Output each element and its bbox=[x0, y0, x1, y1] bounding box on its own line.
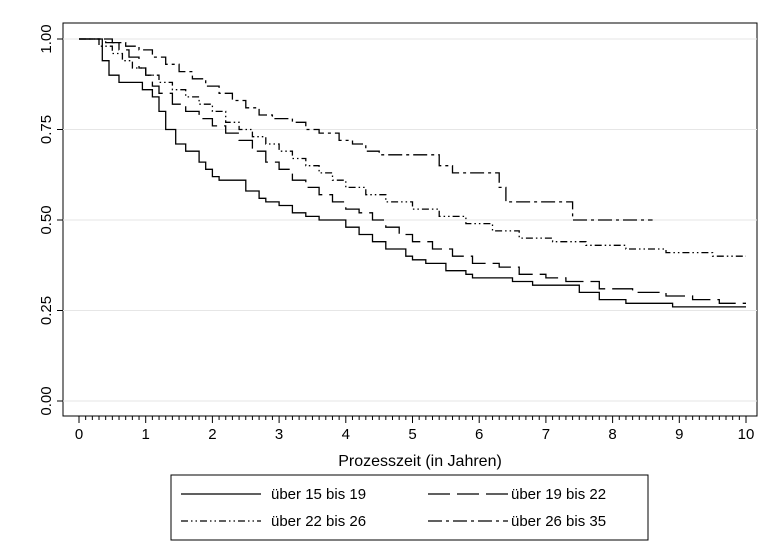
legend-label-1: über 15 bis 19 bbox=[271, 486, 366, 503]
x-tick-label: 1 bbox=[142, 426, 150, 443]
legend-label-2: über 19 bis 22 bbox=[511, 486, 606, 503]
gridlines bbox=[63, 38, 757, 402]
survival-curves bbox=[79, 38, 746, 308]
x-tick-label: 8 bbox=[608, 426, 616, 443]
x-tick-label: 7 bbox=[542, 426, 550, 443]
axes: 0.00 0.25 0.50 0.75 1.00 0 1 2 3 4 5 6 7 8 9 10 bbox=[38, 24, 757, 443]
survival-curve-4 bbox=[79, 38, 653, 221]
x-tick-label: 2 bbox=[208, 426, 216, 443]
y-tick-label: 1.00 bbox=[38, 24, 55, 53]
x-tick-label: 3 bbox=[275, 426, 283, 443]
y-tick-label: 0.25 bbox=[38, 296, 55, 325]
x-tick-label: 5 bbox=[408, 426, 416, 443]
x-tick-label: 10 bbox=[738, 426, 755, 443]
y-tick-label: 0.75 bbox=[38, 115, 55, 144]
y-tick-label: 0.00 bbox=[38, 386, 55, 415]
x-axis-title: Prozesszeit (in Jahren) bbox=[338, 453, 502, 470]
survival-curve-2 bbox=[79, 38, 746, 304]
survival-curve-1 bbox=[79, 38, 746, 308]
y-tick-label: 0.50 bbox=[38, 205, 55, 234]
legend-label-4: über 26 bis 35 bbox=[511, 513, 606, 530]
legend-label-3: über 22 bis 26 bbox=[271, 513, 366, 530]
legend: über 15 bis 19 über 19 bis 22 über 22 bis … bbox=[170, 474, 649, 541]
x-tick-label: 6 bbox=[475, 426, 483, 443]
x-tick-label: 9 bbox=[675, 426, 683, 443]
legend-box bbox=[170, 474, 649, 541]
x-tick-label: 0 bbox=[75, 426, 83, 443]
x-tick-label: 4 bbox=[342, 426, 350, 443]
